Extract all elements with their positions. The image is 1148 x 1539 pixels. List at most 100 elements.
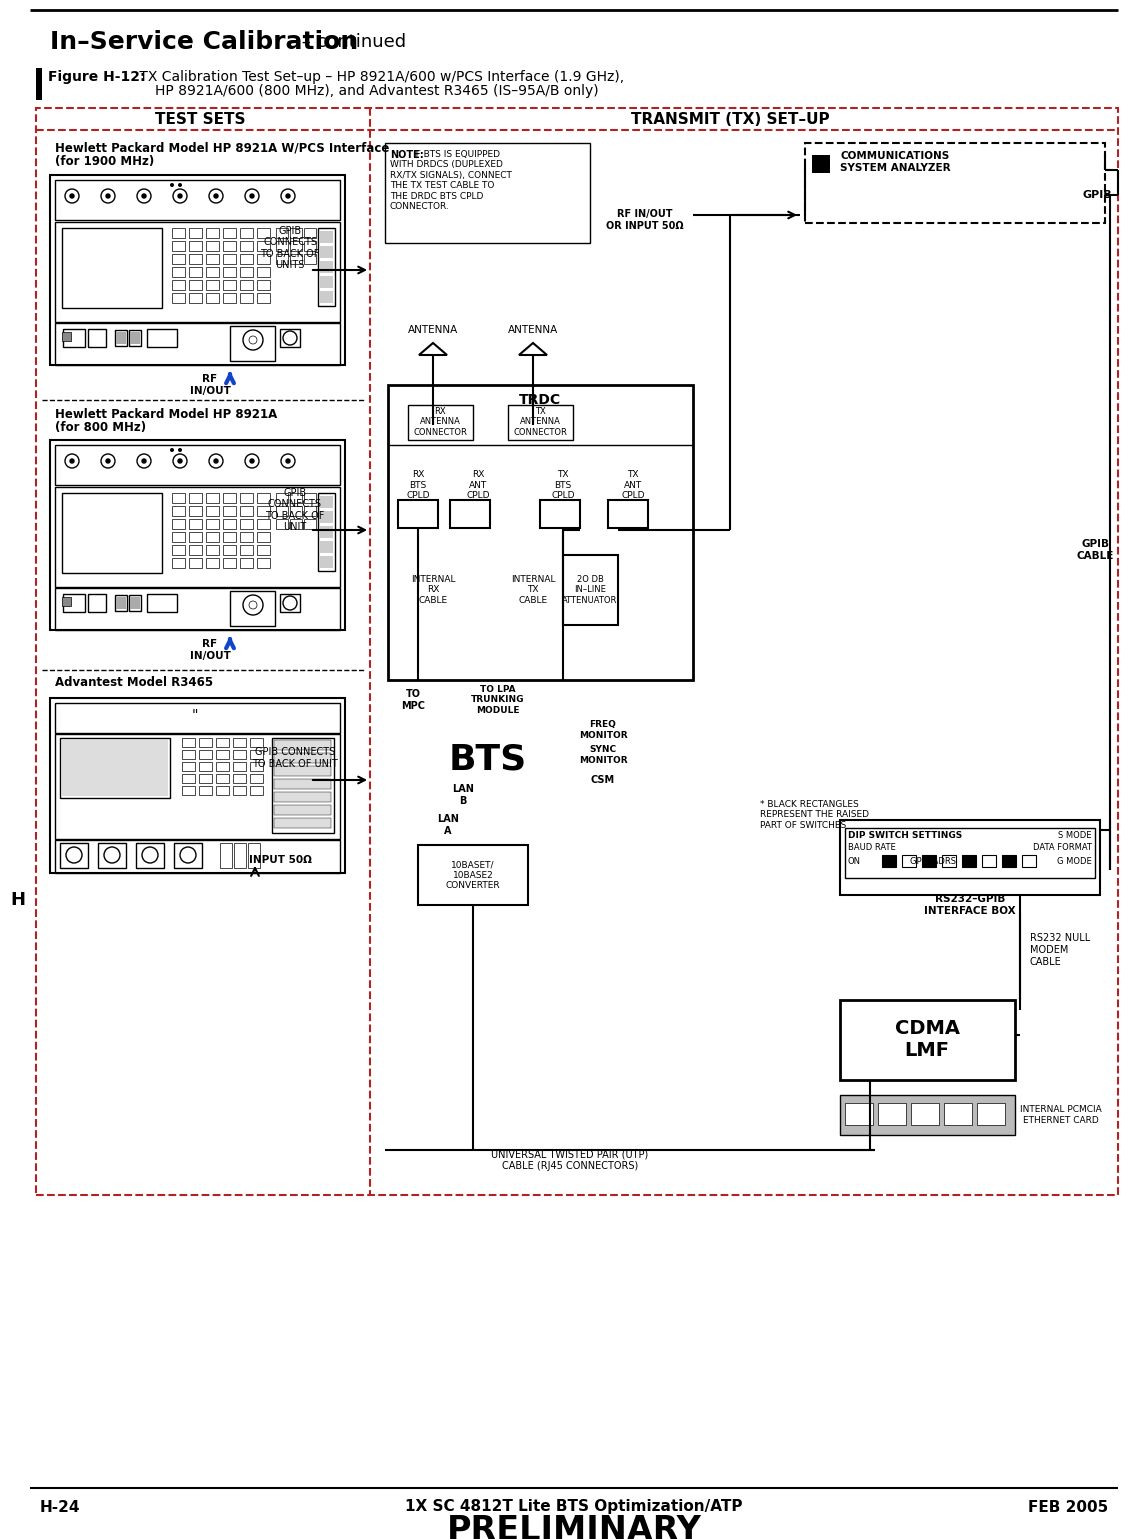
- Bar: [189, 559, 202, 568]
- Bar: [257, 545, 270, 556]
- Text: – continued: – continued: [296, 32, 406, 51]
- Bar: [233, 739, 246, 746]
- Bar: [205, 519, 219, 529]
- Bar: [840, 820, 1100, 896]
- Bar: [233, 762, 246, 771]
- Circle shape: [142, 194, 146, 199]
- Text: CDMA
LMF: CDMA LMF: [894, 1019, 960, 1060]
- Bar: [257, 559, 270, 568]
- Bar: [943, 856, 956, 866]
- Text: TEST SETS: TEST SETS: [155, 112, 246, 128]
- Bar: [250, 739, 263, 746]
- Bar: [216, 739, 228, 746]
- Text: (for 1900 MHz): (for 1900 MHz): [55, 154, 154, 168]
- Text: GPIB
CONNECTS
TO BACK OF
UNITS: GPIB CONNECTS TO BACK OF UNITS: [261, 226, 319, 271]
- Bar: [60, 843, 88, 868]
- Bar: [189, 519, 202, 529]
- Bar: [88, 329, 106, 346]
- Bar: [276, 492, 288, 503]
- Bar: [840, 1096, 1015, 1134]
- Bar: [319, 291, 333, 303]
- Bar: [172, 292, 185, 303]
- Text: ": ": [192, 708, 199, 722]
- Bar: [274, 805, 331, 816]
- Text: GPIB CONNECTS
TO BACK OF UNIT: GPIB CONNECTS TO BACK OF UNIT: [253, 748, 338, 770]
- Bar: [183, 739, 195, 746]
- Bar: [304, 506, 316, 516]
- Text: RF
IN/OUT: RF IN/OUT: [189, 374, 231, 396]
- Bar: [216, 749, 228, 759]
- Bar: [845, 1103, 872, 1125]
- Bar: [922, 856, 936, 866]
- Text: INTERNAL PCMCIA
ETHERNET CARD: INTERNAL PCMCIA ETHERNET CARD: [1021, 1105, 1102, 1125]
- Bar: [205, 492, 219, 503]
- Circle shape: [170, 448, 174, 452]
- Bar: [189, 242, 202, 251]
- Circle shape: [178, 194, 183, 199]
- Bar: [223, 266, 236, 277]
- Bar: [902, 856, 916, 866]
- Bar: [240, 280, 253, 289]
- Bar: [62, 228, 162, 308]
- Bar: [205, 228, 219, 239]
- Bar: [62, 597, 71, 606]
- Bar: [189, 280, 202, 289]
- Bar: [248, 843, 259, 868]
- Text: Hewlett Packard Model HP 8921A: Hewlett Packard Model HP 8921A: [55, 408, 278, 422]
- Bar: [88, 594, 106, 613]
- Bar: [189, 506, 202, 516]
- Text: ANTENNA: ANTENNA: [507, 325, 558, 336]
- Text: DATA FORMAT: DATA FORMAT: [1033, 843, 1092, 853]
- Bar: [51, 440, 346, 629]
- Bar: [250, 786, 263, 796]
- Bar: [189, 545, 202, 556]
- Text: H-24: H-24: [40, 1499, 80, 1514]
- Text: GPIB ADRS: GPIB ADRS: [910, 857, 956, 866]
- Bar: [62, 492, 162, 573]
- Bar: [304, 228, 316, 239]
- Bar: [257, 242, 270, 251]
- Bar: [205, 545, 219, 556]
- Text: In–Service Calibration: In–Service Calibration: [51, 29, 358, 54]
- Bar: [962, 856, 976, 866]
- Bar: [240, 545, 253, 556]
- Bar: [216, 786, 228, 796]
- Bar: [233, 774, 246, 783]
- Bar: [223, 506, 236, 516]
- Text: INTERNAL
RX
CABLE: INTERNAL RX CABLE: [411, 576, 456, 605]
- Bar: [240, 228, 253, 239]
- Bar: [240, 492, 253, 503]
- Bar: [223, 532, 236, 542]
- Bar: [240, 266, 253, 277]
- Bar: [272, 739, 334, 833]
- Text: H: H: [10, 891, 25, 910]
- Bar: [62, 740, 168, 796]
- Bar: [172, 519, 185, 529]
- Bar: [147, 594, 177, 613]
- Text: CSM: CSM: [591, 776, 615, 785]
- Bar: [398, 500, 439, 528]
- Bar: [223, 519, 236, 529]
- Bar: [130, 597, 140, 609]
- Bar: [274, 740, 331, 749]
- Bar: [116, 332, 126, 345]
- Bar: [233, 749, 246, 759]
- Circle shape: [106, 194, 110, 199]
- Bar: [276, 228, 288, 239]
- Bar: [216, 774, 228, 783]
- Bar: [318, 228, 335, 306]
- Bar: [319, 511, 333, 523]
- Bar: [319, 231, 333, 243]
- Bar: [540, 500, 580, 528]
- Text: TO
MPC: TO MPC: [401, 689, 425, 711]
- Text: Hewlett Packard Model HP 8921A W/PCS Interface: Hewlett Packard Model HP 8921A W/PCS Int…: [55, 142, 389, 154]
- Bar: [55, 734, 340, 839]
- Text: RF
IN/OUT: RF IN/OUT: [189, 639, 231, 660]
- Bar: [1022, 856, 1035, 866]
- Bar: [172, 545, 185, 556]
- Circle shape: [142, 459, 146, 463]
- Bar: [55, 588, 340, 629]
- Bar: [304, 492, 316, 503]
- Bar: [509, 405, 573, 440]
- Bar: [130, 332, 140, 345]
